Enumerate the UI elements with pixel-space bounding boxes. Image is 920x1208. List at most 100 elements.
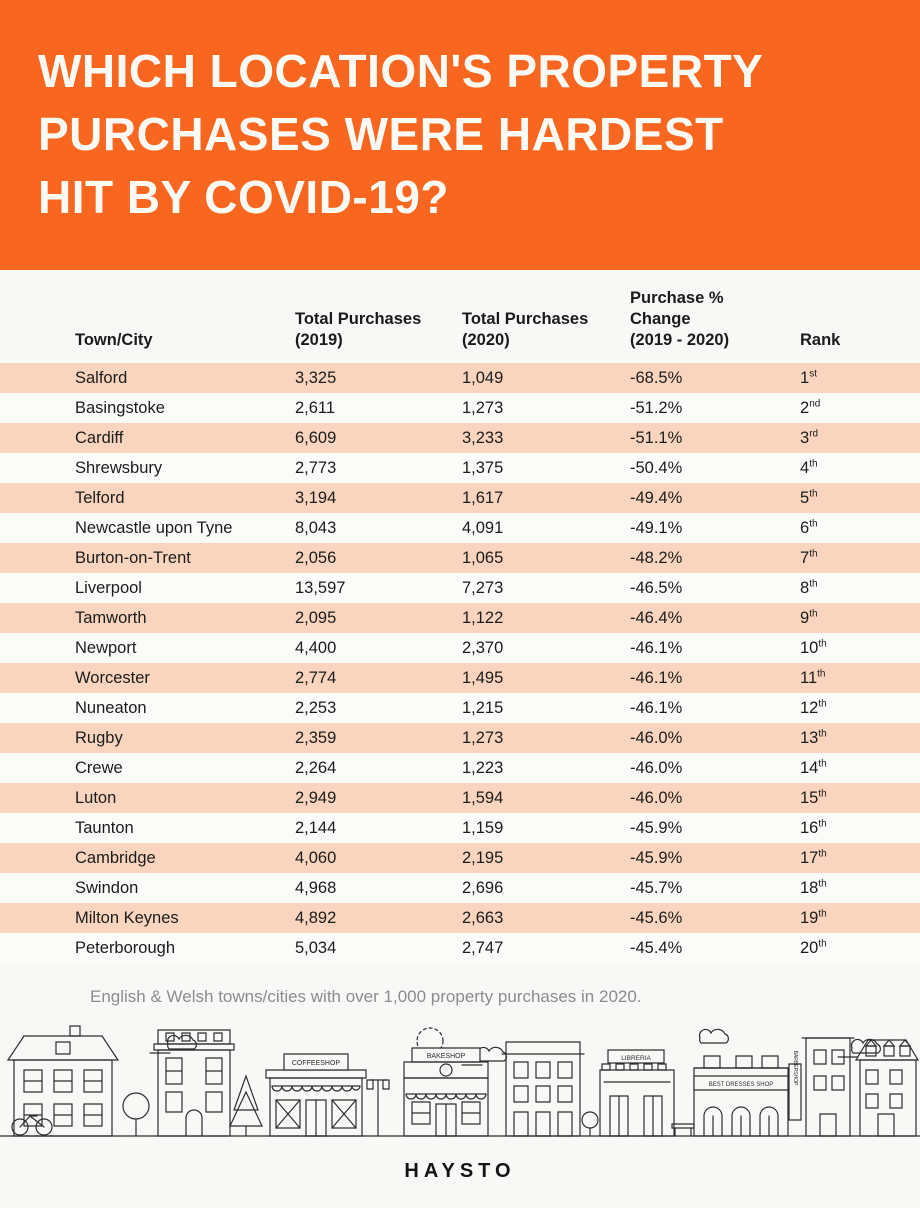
- town-cell: Burton-on-Trent: [75, 548, 191, 567]
- barbershop-sign: BARBERSHOP: [789, 1051, 801, 1120]
- town-cell: Salford: [75, 368, 128, 387]
- purchases-2019-cell: 2,264: [295, 758, 337, 777]
- change-cell: -50.4%: [630, 458, 683, 477]
- table-row: Telford 3,194 1,617 -49.4% 5th: [0, 483, 920, 513]
- change-cell: -46.0%: [630, 788, 683, 807]
- purchases-2019-cell: 2,611: [295, 398, 336, 417]
- column-header-2020: Total Purchases (2020): [462, 310, 589, 349]
- table-row: Burton-on-Trent 2,056 1,065 -48.2% 7th: [0, 543, 920, 573]
- purchases-2019-cell: 6,609: [295, 428, 337, 447]
- rank-cell: 19th: [800, 909, 920, 928]
- town-cell: Luton: [75, 788, 117, 807]
- rank-cell: 13th: [800, 729, 920, 748]
- town-cell: Crewe: [75, 758, 123, 777]
- rank-cell: 11th: [800, 669, 920, 688]
- rank-ordinal-suffix: th: [818, 758, 827, 769]
- purchases-2019-cell: 4,060: [295, 848, 337, 867]
- haysto-logo: HAYSTO: [404, 1160, 516, 1182]
- town-cell: Liverpool: [75, 578, 142, 597]
- change-cell: -46.0%: [630, 728, 683, 747]
- table-row: Shrewsbury 2,773 1,375 -50.4% 4th: [0, 453, 920, 483]
- change-cell: -46.1%: [630, 638, 683, 657]
- rank-number: 11: [800, 668, 818, 687]
- purchases-2020-cell: 1,215: [462, 698, 504, 717]
- purchases-2019-cell: 2,359: [295, 728, 337, 747]
- purchases-2019-cell: 3,194: [295, 488, 337, 507]
- rank-cell: 14th: [800, 759, 920, 778]
- table-row: Newport 4,400 2,370 -46.1% 10th: [0, 633, 920, 663]
- methodology-footnote: English & Welsh towns/cities with over 1…: [90, 987, 642, 1006]
- table-row: Salford 3,325 1,049 -68.5% 1st: [0, 363, 920, 393]
- lamppost-icon: [367, 1080, 389, 1136]
- rank-ordinal-suffix: st: [809, 368, 817, 379]
- purchases-2020-cell: 2,747: [462, 938, 504, 957]
- rank-cell: 5th: [800, 489, 920, 508]
- town-cell: Worcester: [75, 668, 150, 687]
- rank-ordinal-suffix: th: [818, 908, 827, 919]
- rank-ordinal-suffix: th: [809, 458, 818, 469]
- page-title: WHICH LOCATION'S PROPERTY PURCHASES WERE…: [38, 45, 764, 223]
- coffeeshop-illustration: COFFEESHOP: [266, 1054, 366, 1136]
- dresses-sign: BEST DRESSES SHOP: [709, 1082, 774, 1088]
- rank-ordinal-suffix: th: [809, 518, 818, 529]
- table-row: Cambridge 4,060 2,195 -45.9% 17th: [0, 843, 920, 873]
- rank-number: 3: [800, 428, 810, 447]
- bakeshop-illustration: BAKESHOP: [404, 1048, 488, 1136]
- rank-cell: 2nd: [800, 399, 920, 418]
- rank-number: 17: [800, 848, 819, 867]
- bakeshop-sign: BAKESHOP: [427, 1053, 466, 1060]
- purchases-2019-cell: 2,056: [295, 548, 337, 567]
- table-row: Liverpool 13,597 7,273 -46.5% 8th: [0, 573, 920, 603]
- purchases-2019-cell: 2,774: [295, 668, 337, 687]
- rank-ordinal-suffix: th: [809, 608, 818, 619]
- rank-number: 13: [800, 728, 819, 747]
- purchases-2019-cell: 4,892: [295, 908, 337, 927]
- rank-ordinal-suffix: th: [818, 638, 827, 649]
- column-header-2019: Total Purchases (2019): [295, 310, 422, 349]
- purchases-2020-cell: 1,122: [462, 608, 504, 627]
- change-cell: -46.1%: [630, 668, 683, 687]
- town-cell: Newcastle upon Tyne: [75, 518, 233, 537]
- libreria-illustration: LIBRERIA: [600, 1050, 674, 1136]
- rank-cell: 15th: [800, 789, 920, 808]
- purchases-2020-cell: 2,370: [462, 638, 504, 657]
- town-cell: Nuneaton: [75, 698, 147, 717]
- rank-ordinal-suffix: th: [809, 578, 818, 589]
- change-cell: -51.1%: [630, 428, 683, 447]
- change-cell: -68.5%: [630, 368, 683, 387]
- purchases-2020-cell: 2,663: [462, 908, 504, 927]
- purchases-2019-cell: 13,597: [295, 578, 346, 597]
- change-cell: -48.2%: [630, 548, 683, 567]
- tree-icon: [123, 1093, 149, 1136]
- purchases-2019-cell: 2,949: [295, 788, 337, 807]
- purchases-2019-cell: 4,968: [295, 878, 337, 897]
- change-cell: -45.4%: [630, 938, 683, 957]
- rank-number: 5: [800, 488, 810, 507]
- rank-number: 16: [800, 818, 819, 837]
- bench-icon: [672, 1124, 694, 1136]
- purchases-2019-cell: 3,325: [295, 368, 337, 387]
- purchases-2020-cell: 7,273: [462, 578, 504, 597]
- purchases-2020-cell: 1,617: [462, 488, 504, 507]
- column-header-town: Town/City: [75, 331, 153, 349]
- purchases-2019-cell: 5,034: [295, 938, 337, 957]
- change-cell: -46.5%: [630, 578, 683, 597]
- tree-icon: [582, 1112, 598, 1136]
- pine-tree-icon: [230, 1076, 262, 1136]
- rank-number: 20: [800, 938, 819, 957]
- table-row: Basingstoke 2,611 1,273 -51.2% 2nd: [0, 393, 920, 423]
- table-row: Tamworth 2,095 1,122 -46.4% 9th: [0, 603, 920, 633]
- table-row: Nuneaton 2,253 1,215 -46.1% 12th: [0, 693, 920, 723]
- table-row: Milton Keynes 4,892 2,663 -45.6% 19th: [0, 903, 920, 933]
- town-cell: Rugby: [75, 728, 123, 747]
- house-illustration: [8, 1026, 118, 1136]
- table-row: Peterborough 5,034 2,747 -45.4% 20th: [0, 933, 920, 963]
- rank-cell: 4th: [800, 459, 920, 478]
- purchases-2019-cell: 8,043: [295, 518, 337, 537]
- town-cell: Shrewsbury: [75, 458, 163, 477]
- rank-ordinal-suffix: th: [818, 878, 827, 889]
- rank-cell: 17th: [800, 849, 920, 868]
- rank-cell: 8th: [800, 579, 920, 598]
- town-cell: Tamworth: [75, 608, 147, 627]
- rank-ordinal-suffix: th: [818, 938, 827, 949]
